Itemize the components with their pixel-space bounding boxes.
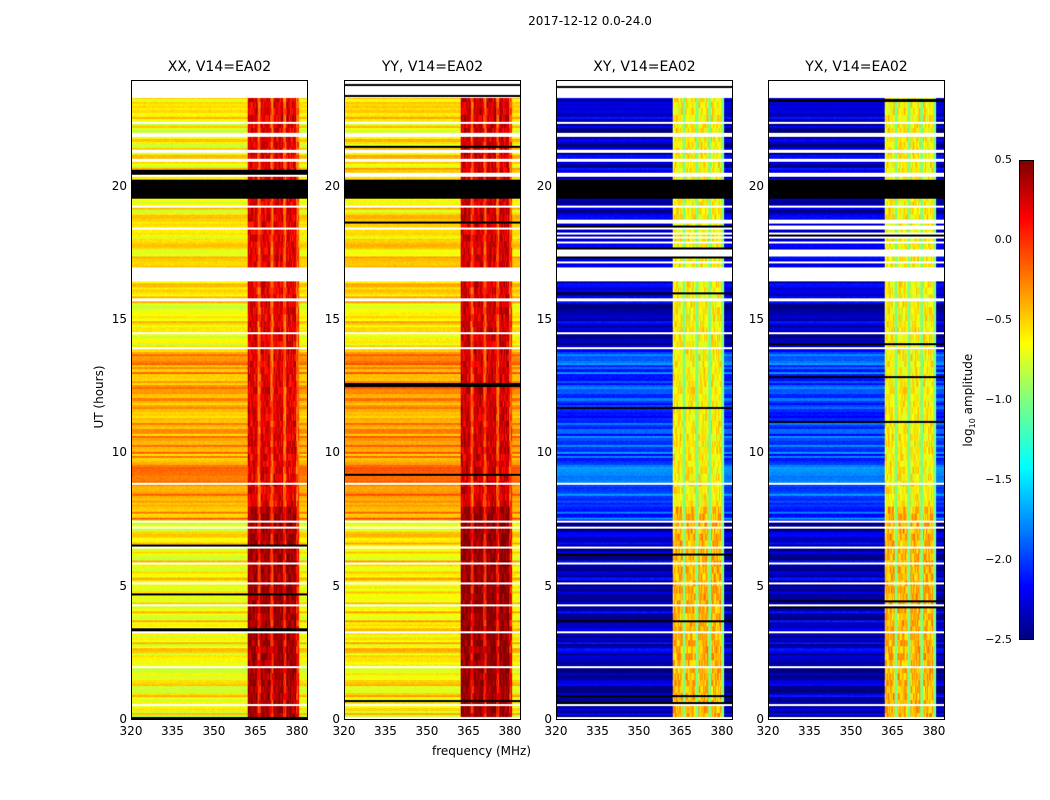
heatmap-panel-2 [556, 80, 733, 720]
x-tick-label: 380 [710, 724, 734, 738]
panel-title: XX, V14=EA02 [167, 59, 272, 75]
panel-title: XY, V14=EA02 [593, 59, 696, 75]
y-tick-label: 15 [111, 312, 127, 326]
colorbar-tick-label: −2.5 [985, 633, 1012, 646]
y-tick-label: 10 [536, 445, 552, 460]
x-tick-label: 380 [498, 724, 522, 738]
x-tick-label: 335 [586, 724, 609, 738]
y-tick-label: 0 [332, 712, 340, 726]
heatmap-panel-1 [344, 80, 521, 720]
colorbar-tick-label: −2.0 [985, 553, 1012, 566]
colorbar [1019, 160, 1034, 640]
y-tick-label: 20 [536, 178, 552, 193]
x-tick-label: 320 [332, 724, 356, 738]
x-tick-label: 350 [415, 724, 439, 738]
x-axis-label: frequency (MHz) [432, 744, 532, 758]
x-tick-label: 365 [244, 724, 267, 738]
x-tick-label: 335 [374, 724, 397, 738]
x-tick-label: 365 [669, 724, 692, 738]
x-tick-label: 350 [839, 724, 863, 738]
x-tick-label: 380 [285, 724, 309, 738]
colorbar-tick-label: −0.5 [985, 313, 1012, 326]
x-tick-label: 350 [627, 724, 651, 738]
colorbar-tick-label: 0.5 [994, 153, 1013, 166]
y-tick-label: 20 [748, 178, 764, 193]
x-tick-label: 350 [202, 724, 226, 738]
y-tick-label: 0 [544, 712, 552, 726]
y-tick-label: 10 [324, 445, 340, 460]
heatmap-image [769, 81, 944, 719]
heatmap-panel-3 [768, 80, 945, 720]
y-tick-label: 20 [111, 178, 127, 193]
panel-title: YY, V14=EA02 [381, 59, 484, 75]
y-tick-label: 15 [324, 312, 340, 326]
x-tick-label: 335 [161, 724, 184, 738]
colorbar-tick-label: −1.5 [985, 473, 1012, 486]
x-tick-label: 365 [457, 724, 480, 738]
heatmap-image [345, 81, 520, 719]
y-tick-label: 0 [756, 712, 764, 726]
y-tick-label: 15 [536, 312, 552, 326]
x-tick-label: 320 [119, 724, 143, 738]
colorbar-tick-label: 0.0 [994, 233, 1013, 246]
colorbar-tick-label: −1.0 [985, 393, 1012, 406]
y-tick-label: 0 [119, 712, 127, 726]
x-tick-label: 320 [756, 724, 780, 738]
panel-title: YX, V14=EA02 [805, 59, 908, 75]
heatmap-image [132, 81, 307, 719]
x-tick-label: 335 [798, 724, 821, 738]
y-tick-label: 5 [544, 578, 552, 593]
x-tick-label: 380 [922, 724, 946, 738]
y-tick-label: 10 [748, 445, 764, 460]
figure-title: 2017-12-12 0.0-24.0 [528, 14, 652, 28]
y-tick-label: 5 [119, 578, 127, 593]
y-tick-label: 5 [332, 578, 340, 593]
y-tick-label: 15 [748, 312, 764, 326]
x-tick-label: 365 [881, 724, 904, 738]
y-tick-label: 20 [324, 178, 340, 193]
heatmap-panel-0 [131, 80, 308, 720]
y-tick-label: 10 [111, 445, 127, 460]
x-tick-label: 320 [544, 724, 568, 738]
heatmap-image [557, 81, 732, 719]
y-axis-label: UT (hours) [92, 365, 106, 429]
y-tick-label: 5 [756, 578, 764, 593]
